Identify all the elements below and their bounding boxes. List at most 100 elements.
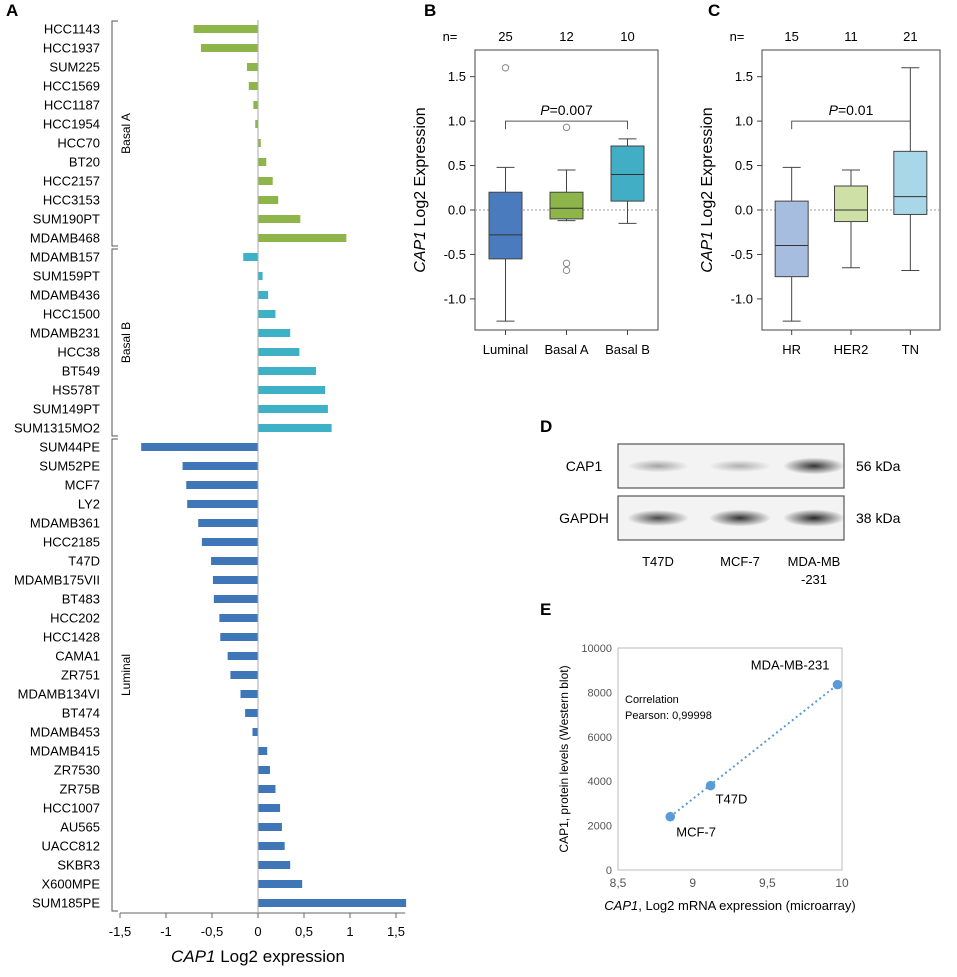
category-label: X600MPE bbox=[41, 877, 100, 892]
molecular-weight-label: 38 kDa bbox=[856, 510, 901, 526]
y-tick-label: 10000 bbox=[581, 643, 612, 655]
n-prefix: n= bbox=[730, 29, 745, 44]
bar bbox=[245, 709, 258, 717]
protein-band bbox=[627, 459, 689, 473]
category-label: SUM44PE bbox=[39, 440, 100, 455]
n-count: 25 bbox=[498, 29, 512, 44]
bar bbox=[212, 576, 258, 584]
group-bracket bbox=[111, 248, 118, 437]
y-tick-label: -0.5 bbox=[444, 247, 466, 262]
bar bbox=[258, 899, 407, 907]
box bbox=[893, 150, 928, 215]
outlier-point bbox=[562, 259, 571, 268]
significance-bracket bbox=[791, 120, 911, 130]
bar bbox=[258, 880, 303, 888]
category-label: SUM159PT bbox=[33, 269, 100, 284]
y-tick-label: 0.5 bbox=[448, 158, 466, 173]
y-tick-label: 1.5 bbox=[448, 69, 466, 84]
category-label: MDAMB134VI bbox=[18, 687, 100, 702]
bar bbox=[187, 500, 258, 508]
bar bbox=[258, 367, 316, 375]
bar bbox=[258, 196, 279, 204]
x-tick-label: 0,5 bbox=[295, 924, 313, 939]
bar bbox=[258, 329, 291, 337]
p-value-label: P=0.007 bbox=[540, 102, 593, 118]
category-label: SUM149PT bbox=[33, 402, 100, 417]
category-label: HCC38 bbox=[57, 345, 100, 360]
bar bbox=[193, 25, 258, 33]
panel-letter-b: B bbox=[424, 1, 436, 20]
bar bbox=[258, 424, 332, 432]
category-label: SUM225 bbox=[49, 60, 100, 75]
x-tick-label: 9,5 bbox=[759, 876, 776, 890]
y-tick-label: 1.0 bbox=[735, 114, 753, 129]
category-label: HCC2157 bbox=[43, 174, 100, 189]
category-label: MCF7 bbox=[65, 478, 100, 493]
n-count: 12 bbox=[559, 29, 573, 44]
y-axis-title: CAP1 Log2 Expression bbox=[412, 107, 429, 272]
category-label: HCC1569 bbox=[43, 79, 100, 94]
bar bbox=[258, 405, 328, 413]
category-label: AU565 bbox=[60, 820, 100, 835]
bar bbox=[258, 785, 276, 793]
category-label: SUM1315MO2 bbox=[14, 421, 100, 436]
bar bbox=[258, 823, 282, 831]
x-tick-label: 10 bbox=[835, 876, 849, 890]
pearson-annotation: Pearson: 0,99998 bbox=[625, 710, 712, 722]
y-tick-label: -0.5 bbox=[731, 247, 753, 262]
bar bbox=[198, 519, 258, 527]
protein-band bbox=[783, 457, 845, 475]
group-bracket bbox=[111, 438, 118, 912]
x-axis-title: CAP1 Log2 expression bbox=[171, 947, 345, 966]
category-label: HCC1007 bbox=[43, 801, 100, 816]
box bbox=[488, 191, 523, 260]
bar bbox=[220, 633, 258, 641]
panel-letter-a: A bbox=[6, 1, 18, 20]
data-point bbox=[832, 679, 843, 690]
category-label: MDAMB453 bbox=[30, 725, 100, 740]
category-label: MDAMB231 bbox=[30, 326, 100, 341]
group-label: Luminal bbox=[119, 654, 133, 696]
x-category-label: Luminal bbox=[483, 342, 529, 357]
lane-label: MDA-MB bbox=[788, 554, 841, 569]
category-label: HCC202 bbox=[50, 611, 100, 626]
bar bbox=[258, 842, 285, 850]
bar bbox=[258, 747, 268, 755]
bar bbox=[258, 234, 347, 242]
data-point bbox=[665, 811, 676, 822]
protein-band bbox=[709, 509, 771, 527]
protein-band bbox=[709, 459, 771, 473]
category-label: MDAMB436 bbox=[30, 288, 100, 303]
bar bbox=[258, 177, 273, 185]
bar bbox=[200, 44, 258, 52]
category-label: SUM185PE bbox=[32, 896, 100, 911]
lane-label: T47D bbox=[642, 554, 674, 569]
y-tick-label: 1.0 bbox=[448, 114, 466, 129]
category-label: HCC1143 bbox=[44, 22, 100, 37]
y-tick-label: 2000 bbox=[588, 821, 612, 833]
blot-row-label: CAP1 bbox=[566, 458, 603, 474]
x-tick-label: 1,5 bbox=[387, 924, 405, 939]
category-label: MDAMB468 bbox=[30, 231, 100, 246]
category-label: HS578T bbox=[52, 383, 100, 398]
category-label: LY2 bbox=[78, 497, 100, 512]
n-count: 11 bbox=[844, 29, 858, 44]
category-label: CAMA1 bbox=[55, 649, 100, 664]
y-tick-label: 0.0 bbox=[735, 203, 753, 218]
category-label: SKBR3 bbox=[57, 858, 100, 873]
blot-row-label: GAPDH bbox=[559, 510, 609, 526]
outlier-point bbox=[562, 266, 571, 275]
y-axis-title: CAP1 Log2 Expression bbox=[699, 107, 716, 272]
category-label: BT483 bbox=[62, 592, 100, 607]
bar bbox=[243, 253, 258, 261]
bar bbox=[258, 386, 326, 394]
group-bracket bbox=[111, 20, 118, 247]
y-tick-label: 0 bbox=[606, 865, 612, 877]
panel-e-scatter: 0 2000 4000 6000 8000 10000 8,5 9 9,5 10 MCF-7 T47D… bbox=[557, 643, 856, 913]
bar bbox=[258, 861, 291, 869]
category-label: ZR7530 bbox=[54, 763, 100, 778]
bar bbox=[141, 443, 258, 451]
panel-a-bar-chart: HCC1143 HCC1937 SUM225 HCC1569 HCC1187 HCC195… bbox=[14, 20, 407, 966]
y-tick-label: 4000 bbox=[588, 776, 612, 788]
bar bbox=[246, 63, 258, 71]
